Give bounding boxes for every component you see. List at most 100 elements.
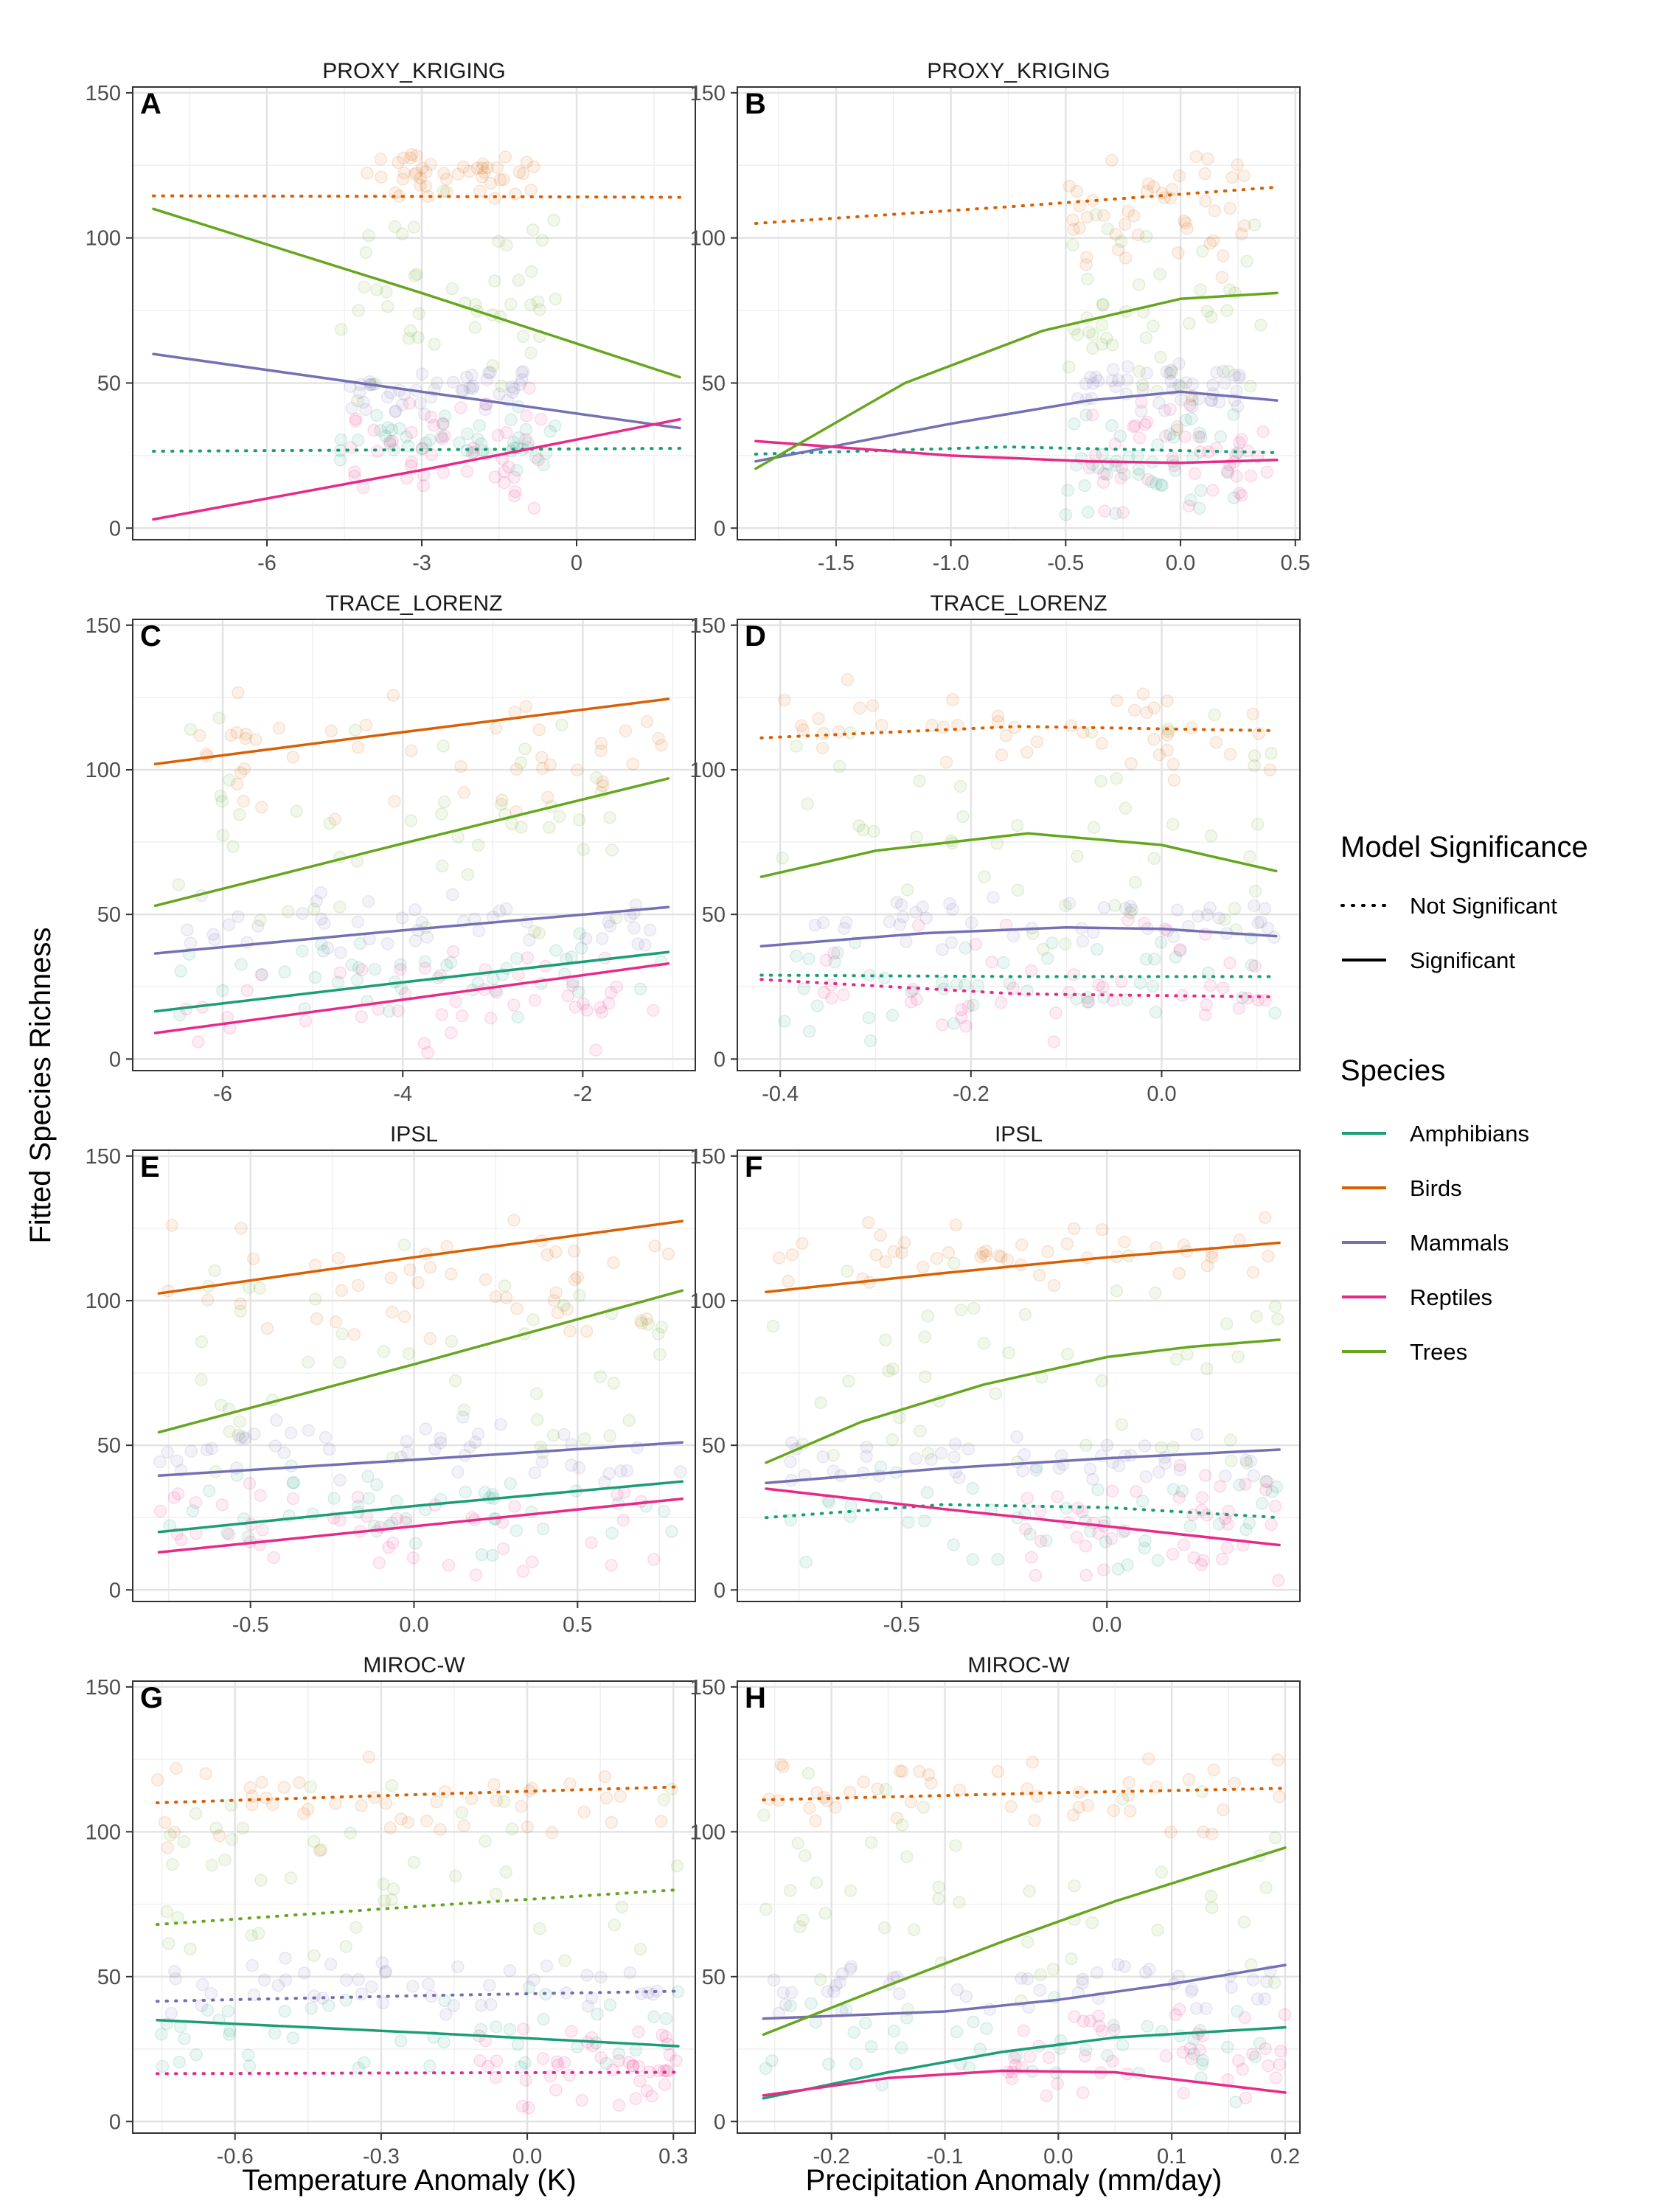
data-point [1079, 1539, 1093, 1553]
data-point [793, 1920, 807, 1933]
data-point [1065, 1952, 1078, 1966]
data-point [1252, 727, 1265, 740]
data-point [772, 1251, 786, 1265]
data-point [386, 689, 400, 702]
y-tick-label: 0 [714, 1579, 726, 1602]
data-point [1167, 773, 1181, 787]
data-point [1002, 1346, 1015, 1360]
data-point [1195, 1491, 1209, 1504]
data-point [950, 2025, 964, 2039]
data-point [565, 2025, 578, 2038]
data-point [1237, 1916, 1251, 1929]
data-point [1196, 2053, 1210, 2067]
data-point [567, 1245, 581, 1258]
data-point [438, 409, 452, 423]
data-point [255, 968, 269, 981]
data-point [1091, 1966, 1104, 1980]
data-point [1004, 1800, 1018, 1813]
data-point [380, 285, 393, 299]
fit-lines [762, 1787, 1287, 2100]
data-point [1224, 1454, 1238, 1468]
data-point [1154, 478, 1168, 492]
data-point [272, 721, 286, 735]
data-point [1067, 1808, 1080, 1822]
data-point [519, 433, 532, 446]
data-point [1220, 1541, 1234, 1555]
data-point [897, 1236, 911, 1249]
data-point [509, 1524, 524, 1537]
data-point [557, 2056, 571, 2069]
data-point [1091, 374, 1105, 388]
gridlines [737, 1150, 1300, 1601]
data-point [1259, 2042, 1273, 2056]
data-point [479, 1273, 493, 1287]
data-point [1047, 1279, 1061, 1293]
data-point [386, 434, 399, 448]
data-point [519, 700, 533, 714]
x-tick-label: 0.0 [512, 2145, 542, 2168]
data-point [1165, 183, 1179, 196]
data-point [1025, 964, 1038, 978]
data-point [594, 737, 608, 750]
data-point [386, 1882, 400, 1896]
data-point [1155, 1865, 1169, 1879]
data-point [167, 1965, 181, 1978]
data-point [333, 453, 347, 467]
data-point [1020, 1972, 1034, 1986]
data-point [394, 1812, 408, 1826]
data-point [512, 165, 526, 179]
data-point [335, 1327, 349, 1340]
data-point [545, 1826, 559, 1840]
data-point [527, 160, 540, 173]
data-point [1164, 403, 1177, 417]
data-point [345, 401, 358, 415]
data-point [1065, 719, 1078, 733]
data-point [652, 731, 665, 745]
panel-letter: F [745, 1151, 762, 1183]
data-point [595, 932, 609, 945]
data-point [1070, 992, 1083, 1006]
data-point [632, 2025, 645, 2039]
data-point [1248, 2051, 1262, 2064]
fit-line-mammals [157, 1441, 684, 1478]
data-point [394, 2034, 408, 2048]
data-point [1132, 462, 1146, 476]
panel-letter: E [140, 1151, 160, 1183]
data-point [1029, 1568, 1043, 1582]
data-point [535, 234, 549, 247]
data-point [1085, 341, 1099, 355]
data-point [247, 1988, 260, 2002]
data-point [533, 1921, 546, 1935]
data-point [1268, 1831, 1282, 1845]
data-point [202, 1484, 216, 1498]
data-point [532, 453, 545, 467]
data-point [1260, 1975, 1273, 1989]
point-cloud-trees [335, 184, 563, 408]
point-cloud-reptiles [344, 381, 548, 515]
data-point [843, 1785, 857, 1799]
data-point [505, 380, 518, 394]
data-point [799, 1555, 813, 1569]
data-point [1194, 1558, 1208, 1571]
data-point [572, 985, 585, 999]
data-point [205, 1441, 219, 1455]
data-point [1223, 748, 1237, 761]
data-point [523, 381, 536, 395]
fit-line-reptiles [156, 2070, 680, 2076]
data-point [1118, 1960, 1132, 1973]
data-point [437, 2035, 451, 2049]
data-point [1020, 1492, 1034, 1505]
data-point [765, 2054, 779, 2067]
data-point [389, 405, 402, 419]
data-point [1227, 491, 1241, 504]
data-point [178, 2032, 191, 2045]
data-point [1210, 366, 1223, 379]
data-point [1110, 694, 1124, 708]
data-point [208, 1264, 221, 1278]
data-point [799, 1848, 812, 1863]
data-point [499, 1291, 513, 1304]
x-tick-label: -0.5 [232, 1613, 269, 1637]
data-point [578, 1432, 591, 1445]
